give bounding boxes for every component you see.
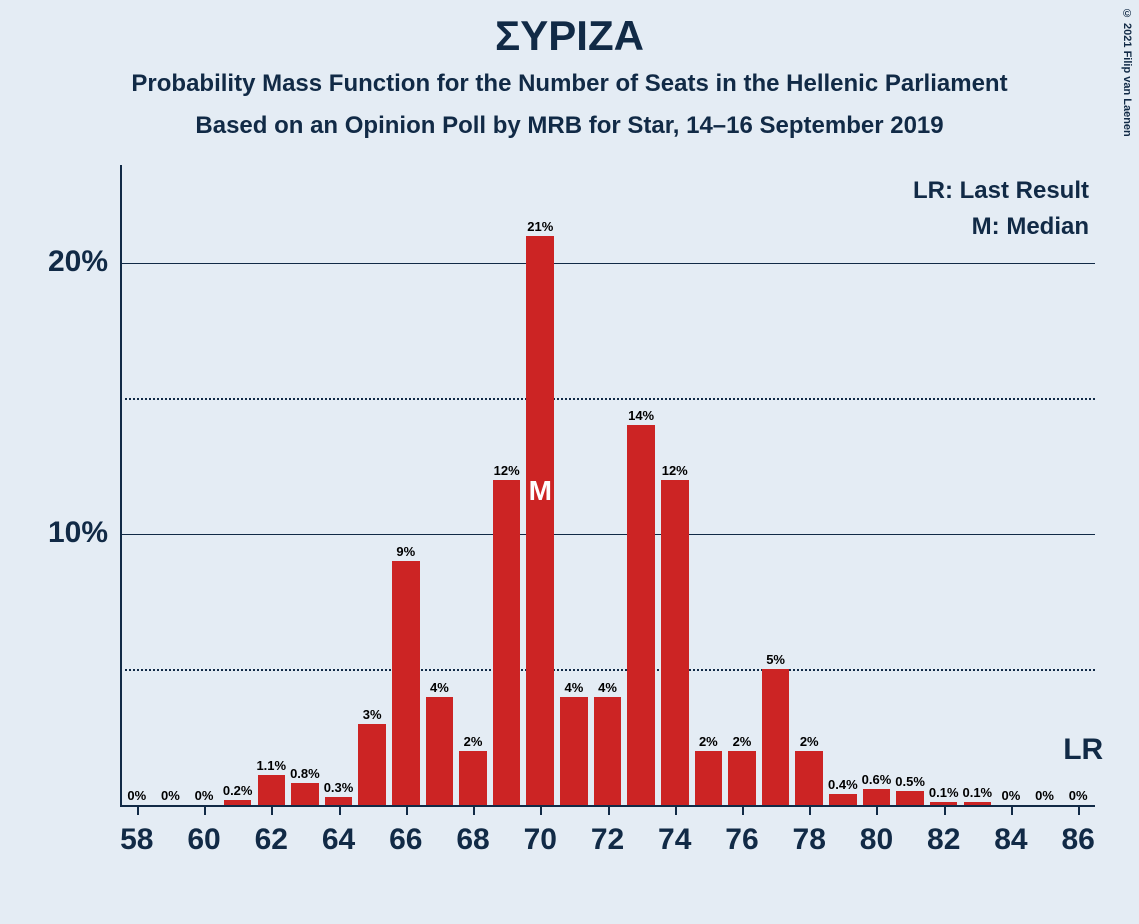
x-axis-tick — [271, 805, 273, 815]
chart-plot-area: 10%20%0%0%0%0.2%1.1%0.8%0.3%3%9%4%2%12%M… — [120, 195, 1095, 805]
bar-value-label: 4% — [583, 680, 633, 695]
chart-subtitle-1: Probability Mass Function for the Number… — [0, 70, 1139, 98]
bar-value-label: 0.2% — [213, 783, 263, 798]
bar — [661, 480, 689, 805]
median-marker: M — [526, 475, 554, 507]
bar — [695, 751, 723, 805]
bar — [829, 794, 857, 805]
copyright-text: © 2021 Filip van Laenen — [1121, 8, 1133, 137]
bar-value-label: 12% — [650, 463, 700, 478]
bar — [224, 800, 252, 805]
bar-value-label: 2% — [448, 734, 498, 749]
bar — [863, 789, 891, 805]
x-axis-tick — [876, 805, 878, 815]
x-axis-tick-label: 76 — [712, 823, 772, 857]
bar-value-label: 12% — [482, 463, 532, 478]
bar — [358, 724, 386, 805]
x-axis-tick — [944, 805, 946, 815]
x-axis-tick — [473, 805, 475, 815]
x-axis-tick-label: 80 — [846, 823, 906, 857]
x-axis-tick-label: 64 — [309, 823, 369, 857]
y-axis-tick-label: 20% — [8, 245, 108, 279]
bar-value-label: 9% — [381, 544, 431, 559]
gridline — [120, 398, 1095, 400]
legend-m: M: Median — [972, 213, 1089, 241]
y-axis-line — [120, 165, 122, 805]
bar-value-label: 0% — [1053, 788, 1103, 803]
bar-value-label: 4% — [414, 680, 464, 695]
x-axis-tick — [137, 805, 139, 815]
chart-subtitle-2: Based on an Opinion Poll by MRB for Star… — [0, 112, 1139, 140]
bar-value-label: 5% — [751, 652, 801, 667]
bar — [594, 697, 622, 805]
bar — [560, 697, 588, 805]
x-axis-tick-label: 86 — [1048, 823, 1108, 857]
x-axis-tick — [742, 805, 744, 815]
gridline — [120, 669, 1095, 671]
x-axis-tick — [204, 805, 206, 815]
last-result-marker: LR — [1033, 733, 1103, 767]
x-axis-tick-label: 58 — [107, 823, 167, 857]
x-axis-tick-label: 72 — [578, 823, 638, 857]
bar-value-label: 3% — [347, 707, 397, 722]
x-axis-tick — [1011, 805, 1013, 815]
bar — [526, 236, 554, 805]
x-axis-tick-label: 68 — [443, 823, 503, 857]
x-axis-tick-label: 70 — [510, 823, 570, 857]
bar-value-label: 2% — [717, 734, 767, 749]
bar — [325, 797, 353, 805]
x-axis-tick — [809, 805, 811, 815]
gridline — [120, 263, 1095, 264]
bar-value-label: 14% — [616, 408, 666, 423]
x-axis-tick — [1078, 805, 1080, 815]
chart-title: ΣΥΡΙΖΑ — [0, 12, 1139, 60]
bar — [426, 697, 454, 805]
x-axis-tick-label: 74 — [645, 823, 705, 857]
x-axis-tick-label: 82 — [914, 823, 974, 857]
x-axis-tick-label: 66 — [376, 823, 436, 857]
bar — [493, 480, 521, 805]
bar-value-label: 21% — [515, 219, 565, 234]
bar — [728, 751, 756, 805]
legend-lr: LR: Last Result — [913, 177, 1089, 205]
x-axis-tick — [608, 805, 610, 815]
bar — [627, 425, 655, 805]
y-axis-tick-label: 10% — [8, 516, 108, 550]
x-axis-tick-label: 62 — [241, 823, 301, 857]
gridline — [120, 534, 1095, 535]
bar — [459, 751, 487, 805]
x-axis-tick-label: 78 — [779, 823, 839, 857]
x-axis-tick — [339, 805, 341, 815]
x-axis-tick — [406, 805, 408, 815]
x-axis-tick-label: 84 — [981, 823, 1041, 857]
bar-value-label: 0.3% — [314, 780, 364, 795]
bar-value-label: 2% — [784, 734, 834, 749]
x-axis-tick-label: 60 — [174, 823, 234, 857]
x-axis-tick — [675, 805, 677, 815]
x-axis-tick — [540, 805, 542, 815]
